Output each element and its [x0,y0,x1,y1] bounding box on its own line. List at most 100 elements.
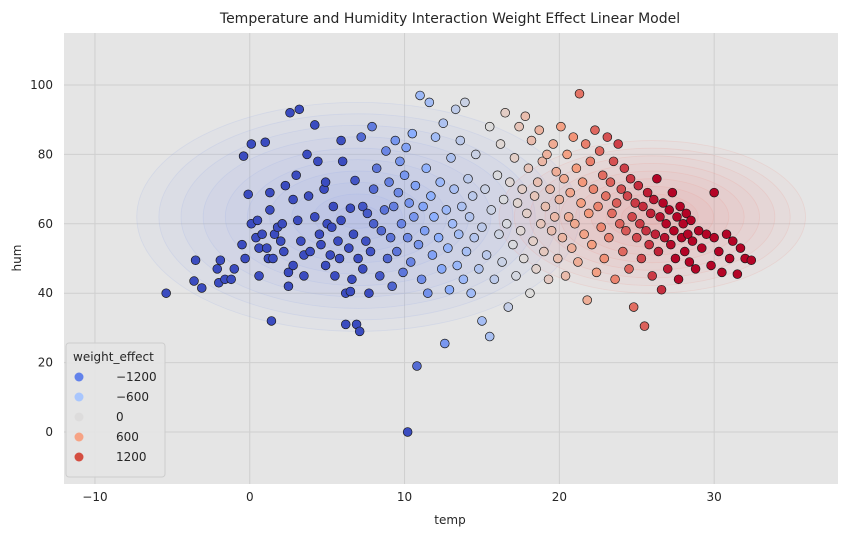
data-point [396,219,407,229]
data-point [556,121,566,132]
data-point [597,170,608,180]
data-point [706,260,716,271]
data-point [625,173,636,184]
data-point [364,288,374,298]
data-point [577,177,588,187]
data-point [446,153,456,163]
data-point [495,139,506,149]
data-point [467,191,478,201]
data-point [633,180,644,191]
data-point [288,194,298,205]
data-point [501,219,512,229]
data-point [678,219,688,229]
data-point [361,236,371,246]
data-point [697,243,707,253]
data-point [610,274,620,285]
legend-marker [74,392,84,402]
data-point [337,156,348,167]
data-point [302,149,312,160]
data-point [642,187,653,198]
data-point [237,239,247,250]
data-point [622,191,633,201]
data-point [464,212,475,222]
data-point [635,219,645,229]
data-point [161,288,171,298]
data-point [474,264,484,274]
y-tick-label: 80 [38,147,53,161]
contour-level [224,147,492,286]
data-point [435,177,445,187]
data-point [354,326,365,337]
data-point [534,125,544,135]
data-point [252,215,263,226]
data-point [611,198,622,208]
data-point [632,232,642,243]
data-point [336,135,346,146]
data-point [624,264,634,274]
data-point [358,264,368,274]
data-point [260,137,270,148]
data-point [371,163,382,174]
data-point [461,246,472,257]
data-point [512,198,523,208]
data-point [190,255,201,265]
data-point [619,163,630,174]
y-tick-label: 40 [38,286,53,300]
data-point [246,139,257,149]
data-point [424,97,435,108]
data-point [348,229,359,239]
data-point [313,156,323,167]
data-point [579,229,589,239]
data-point [565,187,575,198]
data-point [628,302,639,312]
x-tick-label: 0 [246,490,254,504]
data-point [601,191,611,201]
data-point [594,146,605,156]
data-point [641,225,651,236]
data-point [573,257,583,267]
data-point [537,156,548,167]
data-point [320,177,331,187]
data-point [658,198,668,208]
data-point [532,177,543,187]
data-point [450,104,461,115]
data-point [681,208,692,219]
data-point [618,246,628,257]
data-point [585,156,596,167]
data-point [557,232,568,243]
y-tick-label: 0 [45,425,53,439]
data-point [650,229,661,239]
data-point [325,250,336,260]
data-point [503,302,514,312]
legend-label: −600 [116,390,149,404]
data-point [661,219,671,229]
data-point [288,260,298,271]
data-point [419,225,430,236]
data-point [508,239,518,250]
data-point [599,253,610,264]
y-tick-label: 60 [38,217,53,231]
data-point [662,264,673,274]
data-point [593,201,603,212]
data-point [574,88,585,99]
data-point [653,246,664,257]
data-point [686,215,696,226]
data-point [683,229,693,239]
data-point [458,274,469,285]
data-point [604,232,614,243]
data-point [645,208,656,219]
data-point [429,212,439,222]
data-point [375,271,385,281]
y-tick-label: 20 [38,356,53,370]
data-point [548,139,558,149]
data-point [402,232,413,243]
data-point [384,177,394,187]
legend: weight_effect −1200 −600 0 600 1200 [65,342,166,478]
data-point [320,260,331,271]
x-axis-ticks: −10 0 10 20 30 [82,490,722,504]
data-point [517,184,527,194]
data-point [562,149,572,160]
data-point [197,283,207,293]
data-point [390,135,401,146]
data-point [415,90,425,101]
